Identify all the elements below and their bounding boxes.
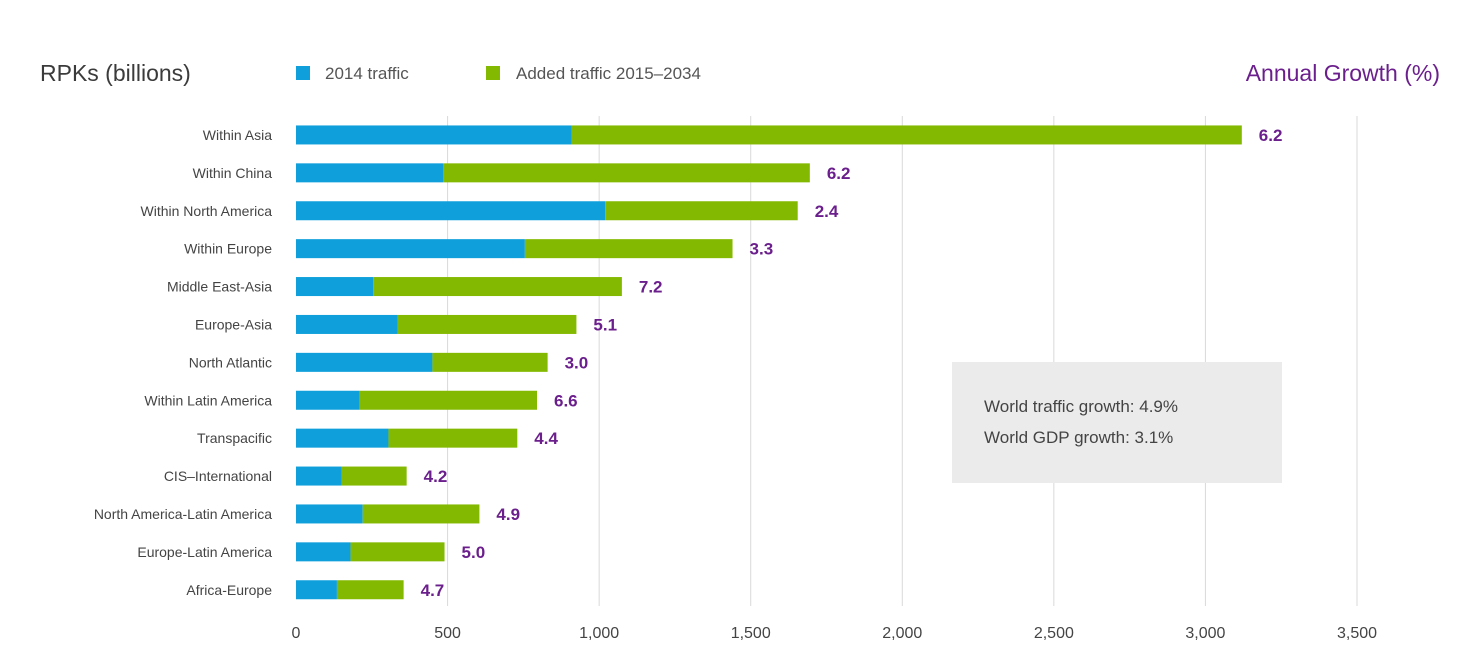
growth-label-europe-latin-america: 5.0 xyxy=(462,543,486,562)
note-box: World traffic growth: 4.9% World GDP gro… xyxy=(952,362,1282,483)
bar-within-europe-added-traffic xyxy=(524,239,733,259)
growth-label-within-asia: 6.2 xyxy=(1259,126,1283,145)
y-axis-title: RPKs (billions) xyxy=(40,60,191,86)
x-tick-label-0: 0 xyxy=(292,625,301,642)
category-label-transpacific: Transpacific xyxy=(197,430,272,446)
bar-middle-east-asia-added-traffic xyxy=(373,277,622,297)
x-tick-label-2500: 2,500 xyxy=(1034,625,1074,642)
growth-label-middle-east-asia: 7.2 xyxy=(639,278,663,297)
bar-within-europe-2014-traffic xyxy=(296,239,525,259)
bar-within-asia-2014-traffic xyxy=(296,125,572,145)
bar-within-china-2014-traffic xyxy=(296,163,444,183)
x-tick-label-3500: 3,500 xyxy=(1337,625,1377,642)
legend-swatch-added-traffic xyxy=(486,66,500,80)
category-label-africa-europe: Africa-Europe xyxy=(186,582,272,598)
x-axis-ticks: 0 500 1,000 1,500 2,000 2,500 3,000 3,500 xyxy=(292,625,1378,642)
x-tick-label-2000: 2,000 xyxy=(882,625,922,642)
category-label-within-north-america: Within North America xyxy=(141,203,273,219)
category-label-within-asia: Within Asia xyxy=(203,127,272,143)
note-line-gdp: World GDP growth: 3.1% xyxy=(984,428,1173,447)
legend-label-added-traffic: Added traffic 2015–2034 xyxy=(516,64,701,83)
bar-within-north-america-2014-traffic xyxy=(296,201,606,221)
bar-within-north-america-added-traffic xyxy=(605,201,798,221)
category-label-cis-international: CIS–International xyxy=(164,468,272,484)
bar-within-latin-america-added-traffic xyxy=(359,390,537,410)
bar-europe-asia-added-traffic xyxy=(397,314,577,334)
growth-label-transpacific: 4.4 xyxy=(534,429,558,448)
x-tick-label-1000: 1,000 xyxy=(579,625,619,642)
growth-label-within-china: 6.2 xyxy=(827,164,851,183)
x-tick-label-1500: 1,500 xyxy=(731,625,771,642)
annual-growth-title: Annual Growth (%) xyxy=(1246,60,1440,86)
growth-label-north-atlantic: 3.0 xyxy=(565,353,589,372)
category-label-within-latin-america: Within Latin America xyxy=(144,392,272,408)
growth-label-within-north-america: 2.4 xyxy=(815,202,839,221)
category-label-within-china: Within China xyxy=(193,165,273,181)
grid-lines xyxy=(447,116,1358,606)
bar-north-america-latin-america-added-traffic xyxy=(362,504,480,524)
bar-africa-europe-2014-traffic xyxy=(296,580,337,600)
x-tick-label-500: 500 xyxy=(434,625,461,642)
bar-north-atlantic-2014-traffic xyxy=(296,352,433,372)
growth-label-europe-asia: 5.1 xyxy=(593,315,617,334)
legend-swatch-2014-traffic xyxy=(296,66,310,80)
growth-label-within-europe: 3.3 xyxy=(750,240,774,259)
bar-africa-europe-added-traffic xyxy=(336,580,404,600)
bars xyxy=(296,125,1242,600)
note-background xyxy=(952,362,1282,483)
growth-label-within-latin-america: 6.6 xyxy=(554,391,578,410)
bar-within-asia-added-traffic xyxy=(571,125,1242,145)
bar-cis-international-added-traffic xyxy=(341,466,407,486)
bar-europe-latin-america-added-traffic xyxy=(350,542,445,562)
bar-middle-east-asia-2014-traffic xyxy=(296,277,374,297)
bar-cis-international-2014-traffic xyxy=(296,466,342,486)
growth-label-north-america-latin-america: 4.9 xyxy=(496,505,520,524)
legend: 2014 traffic Added traffic 2015–2034 xyxy=(296,64,701,83)
category-labels: Within Asia Within China Within North Amer… xyxy=(94,127,272,598)
bar-europe-asia-2014-traffic xyxy=(296,314,398,334)
legend-label-2014-traffic: 2014 traffic xyxy=(325,64,409,83)
growth-label-africa-europe: 4.7 xyxy=(421,581,445,600)
category-label-europe-latin-america: Europe-Latin America xyxy=(137,544,272,560)
category-label-north-atlantic: North Atlantic xyxy=(189,354,272,370)
category-label-middle-east-asia: Middle East-Asia xyxy=(167,279,272,295)
note-line-traffic: World traffic growth: 4.9% xyxy=(984,397,1178,416)
bar-transpacific-2014-traffic xyxy=(296,428,389,448)
category-label-north-america-latin-america: North America-Latin America xyxy=(94,506,272,522)
category-label-europe-asia: Europe-Asia xyxy=(195,316,272,332)
bar-north-america-latin-america-2014-traffic xyxy=(296,504,363,524)
x-tick-label-3000: 3,000 xyxy=(1185,625,1225,642)
bar-within-china-added-traffic xyxy=(443,163,810,183)
growth-labels: 6.2 6.2 2.4 3.3 7.2 5.13.0 6.6 4.4 4.2 4.9 5.0 4.7 xyxy=(421,126,1283,600)
bar-within-latin-america-2014-traffic xyxy=(296,390,360,410)
growth-label-cis-international: 4.2 xyxy=(424,467,448,486)
bar-north-atlantic-added-traffic xyxy=(432,352,548,372)
category-label-within-europe: Within Europe xyxy=(184,241,272,257)
bar-transpacific-added-traffic xyxy=(388,428,518,448)
bar-europe-latin-america-2014-traffic xyxy=(296,542,351,562)
